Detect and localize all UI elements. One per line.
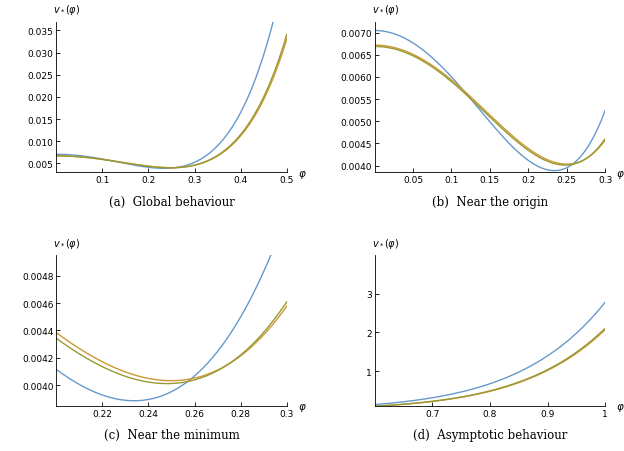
Text: (a)  Global behaviour: (a) Global behaviour	[109, 195, 235, 208]
Text: (d)  Asymptotic behaviour: (d) Asymptotic behaviour	[412, 428, 567, 442]
Text: $v_*(\varphi)$: $v_*(\varphi)$	[54, 236, 80, 250]
Text: (b)  Near the origin: (b) Near the origin	[432, 195, 548, 208]
Text: $v_*(\varphi)$: $v_*(\varphi)$	[372, 236, 399, 250]
Text: $v_*(\varphi)$: $v_*(\varphi)$	[54, 3, 80, 17]
Text: $\varphi$: $\varphi$	[617, 168, 624, 180]
Text: $\varphi$: $\varphi$	[617, 401, 624, 413]
Text: (c)  Near the minimum: (c) Near the minimum	[104, 428, 240, 442]
Text: $\varphi$: $\varphi$	[298, 168, 307, 180]
Text: $\varphi$: $\varphi$	[298, 401, 307, 413]
Text: $v_*(\varphi)$: $v_*(\varphi)$	[372, 3, 399, 17]
